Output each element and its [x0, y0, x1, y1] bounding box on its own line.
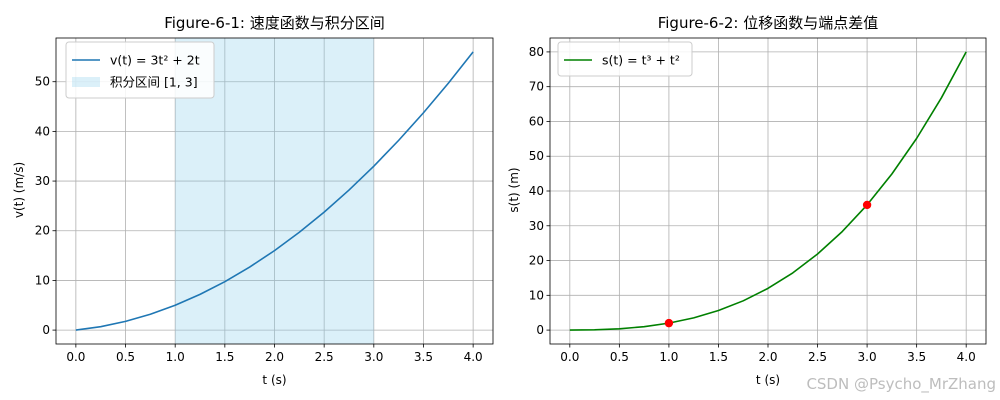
x-tick-label: 0.0: [66, 350, 85, 364]
x-tick-label: 2.0: [758, 350, 777, 364]
x-tick-label: 3.5: [414, 350, 433, 364]
legend: s(t) = t³ + t²: [557, 41, 693, 77]
x-tick-label: 0.5: [116, 350, 135, 364]
x-tick-label: 1.0: [659, 350, 678, 364]
series-line: [75, 51, 474, 331]
y-tick-label: 20: [35, 224, 50, 238]
y-tick-label: 0: [42, 323, 50, 337]
y-tick-label: 40: [529, 184, 544, 198]
x-axis-label: t (s): [262, 373, 286, 387]
x-tick-label: 4.0: [957, 350, 976, 364]
x-tick-label: 0.5: [610, 350, 629, 364]
y-tick-label: 10: [529, 288, 544, 302]
endpoint-marker: [664, 318, 674, 328]
y-tick-label: 0: [536, 323, 544, 337]
y-tick-label: 40: [35, 124, 50, 138]
x-tick-label: 0.0: [560, 350, 579, 364]
y-tick-label: 30: [529, 219, 544, 233]
legend-entry-series: s(t) = t³ + t²: [602, 53, 680, 68]
y-tick-label: 60: [529, 114, 544, 128]
x-tick-label: 2.5: [808, 350, 827, 364]
legend: v(t) = 3t² + 2t 积分区间 [1, 3]: [65, 41, 215, 99]
legend-box: [557, 41, 693, 77]
x-tick-label: 1.5: [709, 350, 728, 364]
y-axis-label: v(t) (m/s): [12, 162, 26, 218]
watermark: CSDN @Psycho_MrZhang: [806, 375, 996, 394]
series-layer: [569, 51, 967, 331]
legend-box: [65, 41, 215, 99]
chart-title: Figure-6-2: 位移函数与端点差值: [658, 14, 879, 32]
y-tick-label: 80: [529, 45, 544, 59]
x-tick-label: 1.0: [166, 350, 185, 364]
legend-entry-series: v(t) = 3t² + 2t: [110, 53, 200, 68]
series-layer: [75, 51, 474, 331]
chart-velocity: Figure-6-1: 速度函数与积分区间 0.0 0.5 1.0 1.5 2.0 2.5…: [12, 14, 494, 387]
legend-area-swatch: [72, 77, 100, 87]
endpoint-marker: [862, 200, 872, 210]
points-layer: [664, 200, 872, 328]
legend-entry-region: 积分区间 [1, 3]: [110, 75, 198, 90]
chart-displacement: Figure-6-2: 位移函数与端点差值 0.0 0.5 1.0 1.5 2.0 2.5…: [507, 14, 987, 387]
y-tick-label: 70: [529, 80, 544, 94]
x-tick-label: 3.5: [907, 350, 926, 364]
x-axis-label: t (s): [756, 373, 780, 387]
x-tick-label: 4.0: [464, 350, 483, 364]
x-tick-label: 3.0: [858, 350, 877, 364]
x-tick-label: 2.5: [315, 350, 334, 364]
y-tick-label: 10: [35, 273, 50, 287]
y-tick-label: 30: [35, 174, 50, 188]
y-axis-label: s(t) (m): [507, 167, 521, 212]
y-tick-label: 20: [529, 254, 544, 268]
ticks-layer: 0.0 0.5 1.0 1.5 2.0 2.5 3.0 3.5 4.0 0 10 20 30 40 50 60…: [529, 45, 976, 364]
x-tick-label: 3.0: [364, 350, 383, 364]
y-tick-label: 50: [35, 75, 50, 89]
x-tick-label: 1.5: [215, 350, 234, 364]
chart-title: Figure-6-1: 速度函数与积分区间: [164, 14, 385, 32]
y-tick-label: 50: [529, 149, 544, 163]
grid: [56, 38, 493, 344]
x-tick-label: 2.0: [265, 350, 284, 364]
ticks-layer: 0.0 0.5 1.0 1.5 2.0 2.5 3.0 3.5 4.0 0 10 20 30 40 50: [35, 75, 483, 364]
series-line: [569, 51, 967, 331]
